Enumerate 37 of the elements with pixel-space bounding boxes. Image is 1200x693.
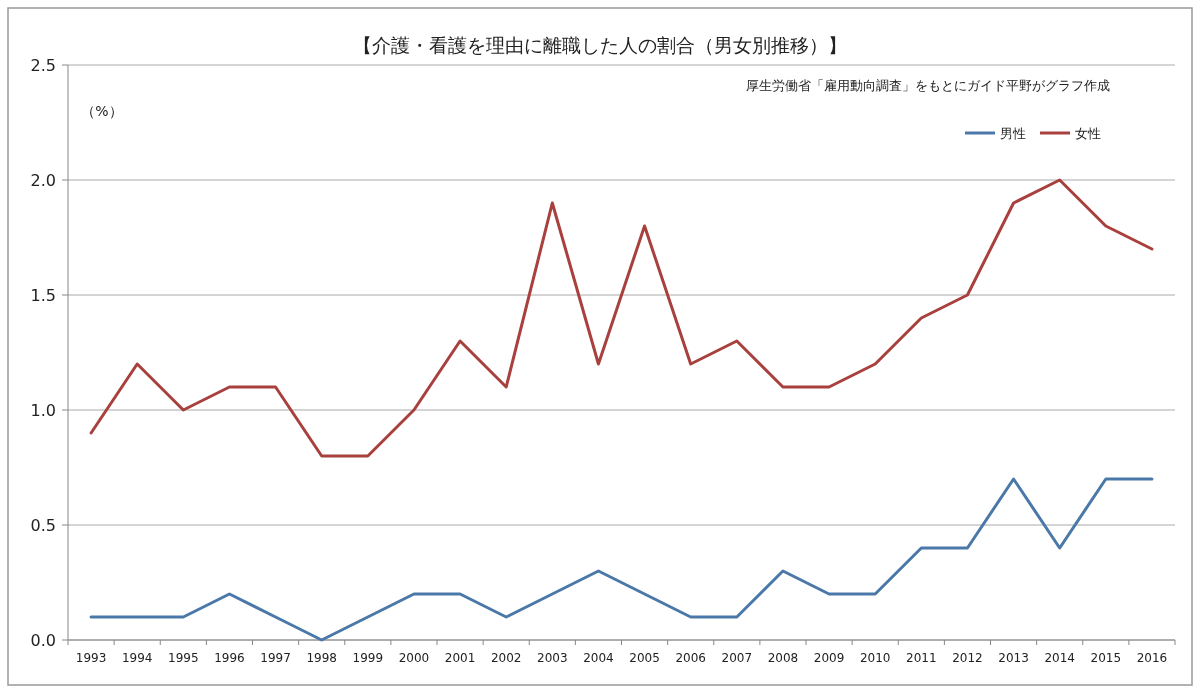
- x-tick-label: 2003: [537, 651, 568, 665]
- y-tick-label: 1.5: [30, 286, 56, 305]
- x-tick-label: 2014: [1044, 651, 1075, 665]
- annotation: 厚生労働省「雇用動向調査」をもとにガイド平野がグラフ作成: [746, 78, 1110, 93]
- x-tick-label: 2010: [859, 651, 891, 665]
- x-tick-label: 2001: [444, 651, 476, 665]
- x-tick-label: 2002: [490, 651, 522, 665]
- y-tick-label: 0.0: [30, 631, 56, 650]
- y-tick-label: 1.0: [30, 401, 56, 420]
- y-tick-label: 2.5: [30, 56, 56, 75]
- x-tick-label: 2016: [1136, 651, 1168, 665]
- x-tick-label: 2004: [583, 651, 614, 665]
- x-tick-label: 2015: [1090, 651, 1122, 665]
- x-tick-label: 2006: [675, 651, 706, 665]
- line-series: [89, 477, 1154, 642]
- x-tick-label: 2008: [767, 651, 799, 665]
- x-tick-label: 2011: [906, 651, 937, 665]
- x-tick-label: 2009: [813, 651, 845, 665]
- chart-title: 【介護・看護を理由に離職した人の割合（男女別推移）】: [353, 34, 847, 56]
- x-tick-label: 1996: [214, 651, 245, 665]
- x-tick-label: 1997: [260, 651, 291, 665]
- y-tick-label: 0.5: [30, 516, 56, 535]
- x-tick-label: 2005: [629, 651, 660, 665]
- y-axis-title: （%）: [81, 103, 123, 119]
- x-tick-label: 2007: [721, 651, 753, 665]
- y-tick-label: 2.0: [30, 171, 56, 190]
- legend-label: 女性: [1075, 126, 1101, 141]
- line-series: [89, 178, 1154, 458]
- x-tick-label: 1998: [306, 651, 337, 665]
- x-tick-label: 2000: [398, 651, 430, 665]
- x-tick-label: 2012: [952, 651, 983, 665]
- x-tick-label: 1993: [75, 651, 107, 665]
- x-tick-label: 2013: [998, 651, 1029, 665]
- legend-label: 男性: [1000, 126, 1026, 141]
- x-tick-label: 1999: [352, 651, 384, 665]
- x-tick-label: 1994: [121, 651, 153, 665]
- x-tick-label: 1995: [168, 651, 199, 665]
